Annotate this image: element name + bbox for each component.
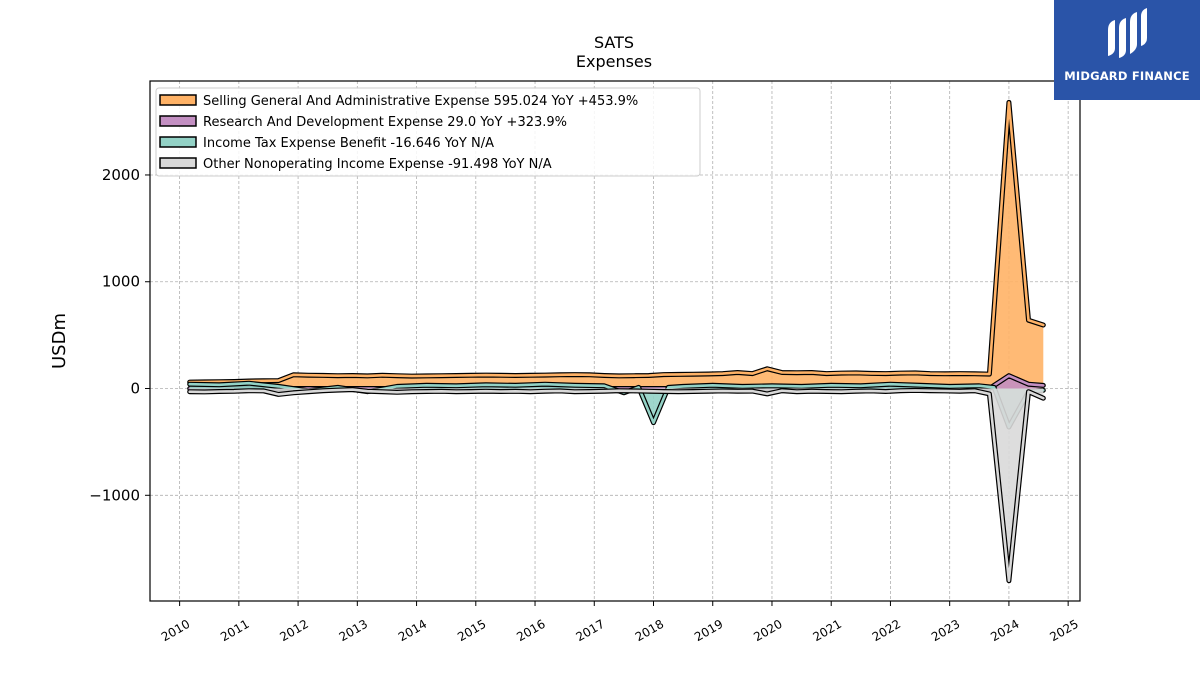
legend-entry: Research And Development Expense 29.0 Yo… (203, 115, 567, 130)
chart-subtitle: Expenses (576, 52, 652, 71)
x-tick-label: 2015 (455, 617, 488, 644)
logo-text: MIDGARD FINANCE (1064, 69, 1190, 83)
y-tick-label: 2000 (102, 166, 140, 184)
chart-title: SATS (594, 33, 634, 52)
legend: Selling General And Administrative Expen… (155, 87, 701, 177)
series-layer (187, 99, 1046, 584)
legend-swatch (159, 136, 197, 148)
series-line-0 (188, 101, 1045, 384)
logo-mark-icon (1108, 8, 1147, 58)
x-tick-label: 2022 (870, 617, 903, 644)
x-tick-label: 2019 (692, 617, 725, 644)
series-outline-3 (187, 387, 1046, 584)
x-tick-label: 2014 (396, 617, 429, 644)
x-tick-label: 2018 (633, 617, 666, 644)
y-axis-label: USDm (49, 313, 70, 369)
legend-box (155, 87, 701, 177)
legend-swatch (159, 94, 197, 106)
ticks: 2010 2011 2012 2013 2014 2015 2016 2017 2018 2019… (89, 166, 1081, 644)
x-tick-label: 2013 (337, 617, 370, 644)
x-tick-label: 2025 (1047, 617, 1080, 644)
x-tick-label: 2017 (574, 617, 607, 644)
series-area-3 (189, 388, 1044, 581)
plot-frame (149, 80, 1081, 602)
legend-entry: Other Nonoperating Income Expense -91.49… (203, 157, 552, 172)
legend-entry: Selling General And Administrative Expen… (203, 94, 638, 109)
x-tick-label: 2021 (810, 617, 843, 644)
x-tick-label: 2024 (988, 617, 1021, 644)
x-tick-label: 2010 (159, 617, 192, 644)
x-tick-label: 2011 (218, 617, 251, 644)
brand-logo: MIDGARD FINANCE (1054, 0, 1200, 100)
series-line-3 (188, 388, 1045, 583)
y-tick-label: 1000 (102, 273, 140, 291)
legend-entry: Income Tax Expense Benefit -16.646 YoY N… (203, 136, 494, 151)
y-tick-label: −1000 (89, 486, 140, 504)
y-tick-label: 0 (130, 380, 140, 398)
legend-swatch (159, 115, 197, 127)
x-tick-label: 2016 (514, 617, 547, 644)
x-tick-label: 2023 (929, 617, 962, 644)
legend-swatch (159, 157, 197, 169)
x-tick-label: 2020 (751, 617, 784, 644)
x-tick-label: 2012 (277, 617, 310, 644)
